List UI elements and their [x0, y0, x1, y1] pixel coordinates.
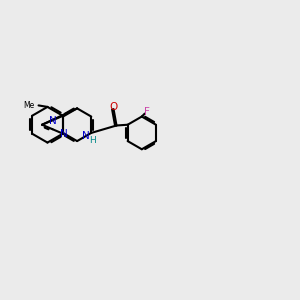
Text: H: H [89, 136, 96, 145]
Text: N: N [60, 129, 68, 139]
Text: N: N [82, 131, 90, 142]
Text: N: N [49, 116, 57, 126]
Text: Me: Me [24, 101, 35, 110]
Text: O: O [110, 102, 118, 112]
Text: F: F [144, 107, 150, 117]
